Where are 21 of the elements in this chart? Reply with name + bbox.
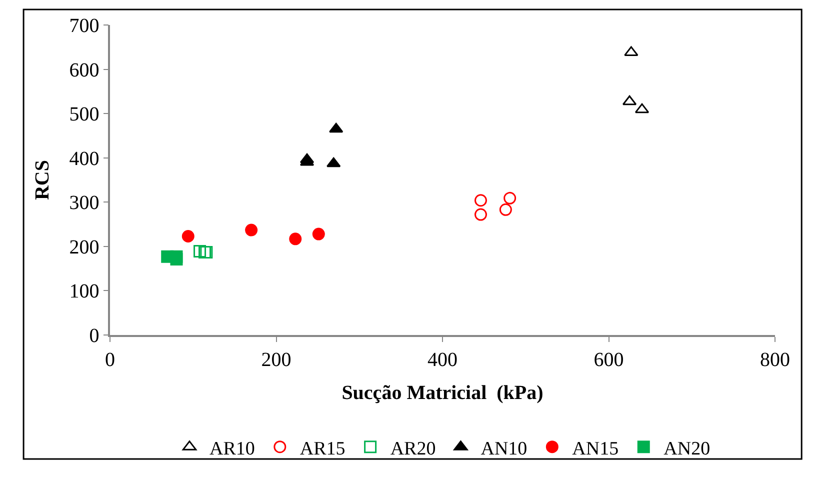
x-tick-label: 800 (760, 348, 790, 371)
y-tick-label: 400 (69, 148, 100, 170)
legend-label: AR20 (390, 438, 436, 460)
y-tick-label: 600 (69, 59, 100, 82)
y-tick-label: 300 (69, 192, 100, 214)
legend-label: AR10 (210, 438, 255, 460)
x-tick-label: 200 (261, 348, 292, 371)
legend-label: AN20 (664, 438, 710, 460)
legend-label: AR15 (300, 438, 346, 460)
y-tick-label: 500 (69, 104, 100, 126)
y-tick-label: 200 (69, 236, 100, 258)
y-axis-title: RCS (31, 160, 54, 200)
legend-label: AN15 (572, 438, 619, 460)
y-tick-label: 100 (69, 280, 100, 303)
x-tick-label: 400 (428, 348, 458, 371)
x-tick-label: 0 (105, 348, 115, 371)
x-tick-label: 600 (594, 348, 624, 371)
legend-label: AN10 (480, 438, 528, 460)
y-tick-label: 700 (69, 15, 100, 37)
y-tick-label: 0 (89, 325, 100, 347)
x-axis-title: Sucção Matricial (kPa) (342, 382, 544, 404)
